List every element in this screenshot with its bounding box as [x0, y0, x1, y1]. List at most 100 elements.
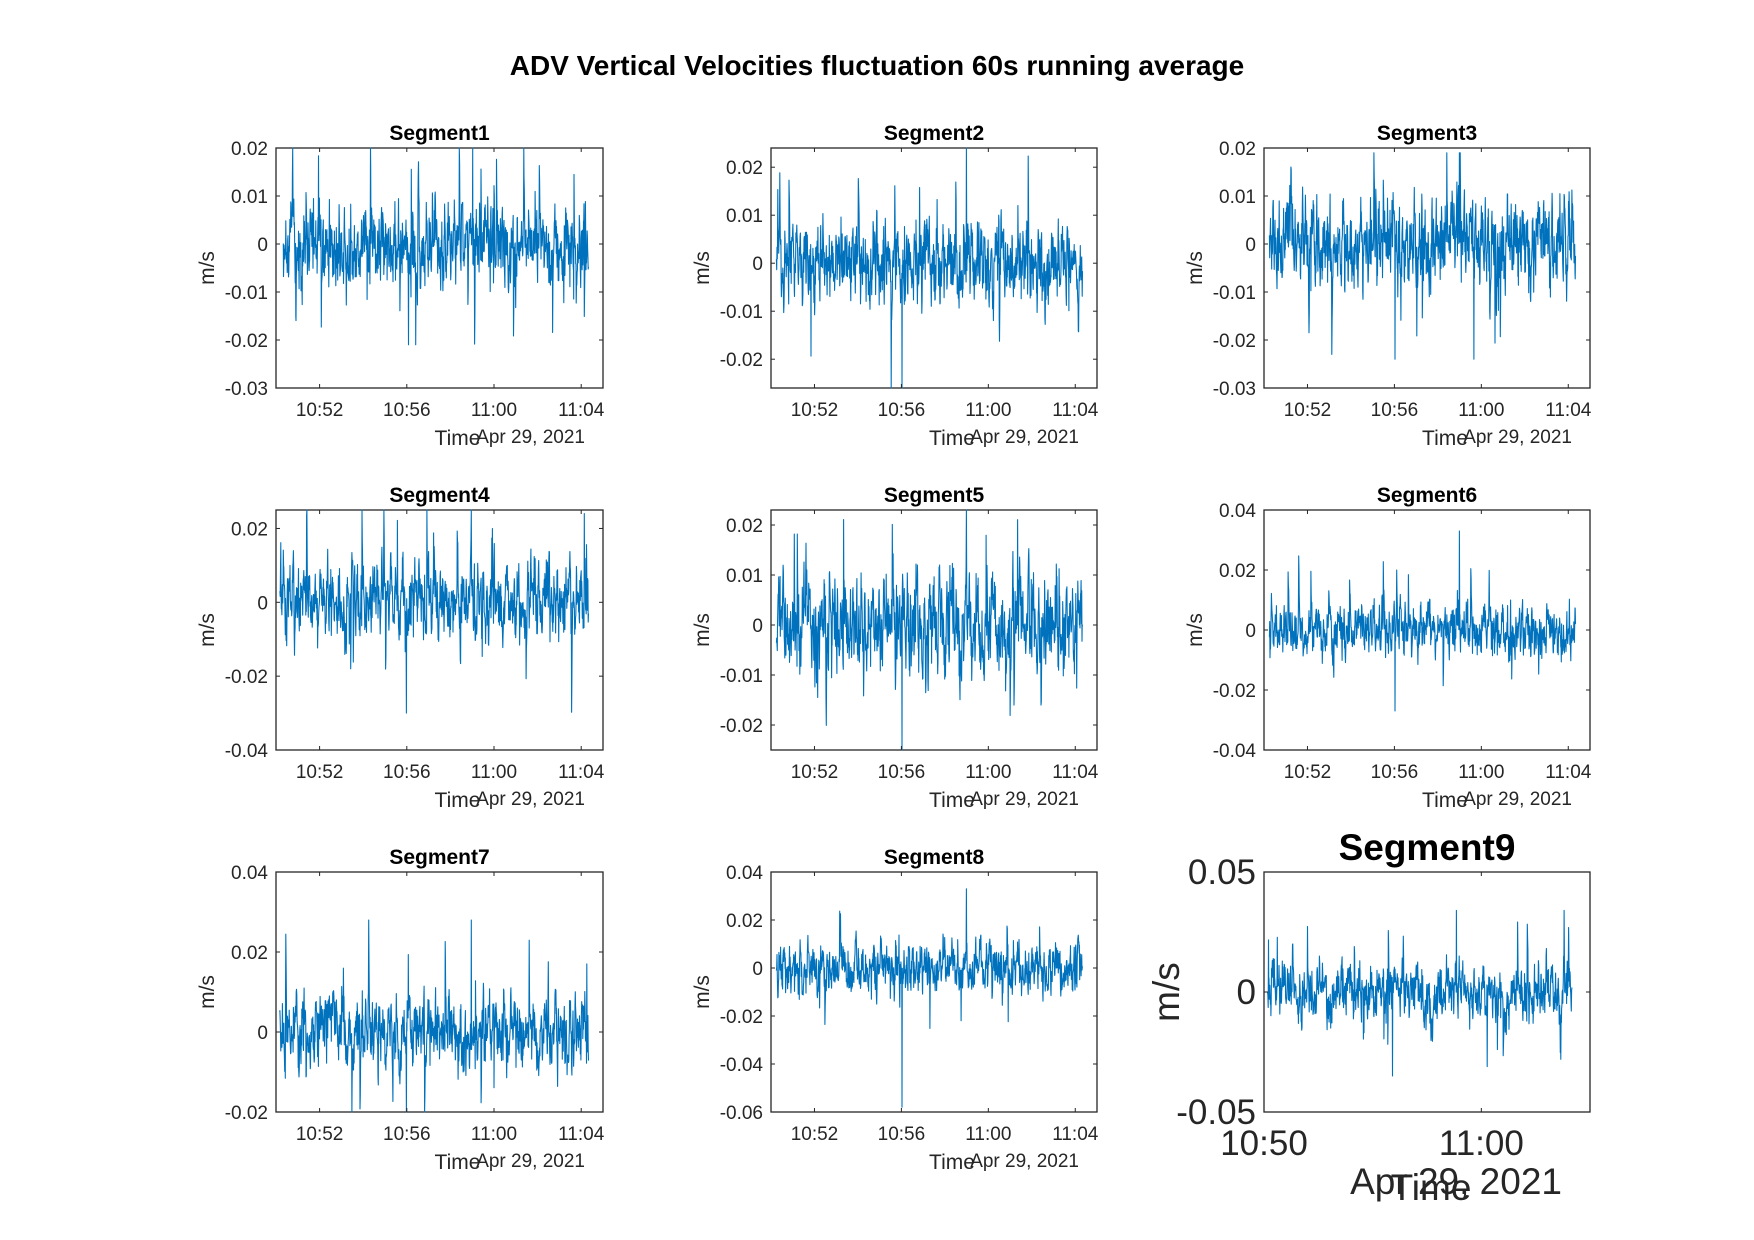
y-tick-label: -0.04: [225, 741, 269, 762]
x-date-label: Apr 29, 2021: [970, 427, 1079, 448]
y-tick-label: -0.05: [1176, 1093, 1256, 1132]
x-date-label: Apr 29, 2021: [476, 789, 585, 810]
x-tick-label: 10:52: [791, 762, 839, 783]
x-tick-label: 10:56: [878, 762, 926, 783]
plot-area: [275, 509, 604, 751]
subplot-title: Segment9: [1339, 827, 1516, 868]
x-tick-label: 10:56: [878, 400, 926, 421]
x-tick-label: 11:04: [1052, 400, 1099, 421]
x-tick-label: 10:56: [1371, 400, 1419, 421]
x-tick-label: 11:00: [1439, 1124, 1524, 1163]
x-tick-label: 11:04: [558, 400, 605, 421]
x-date-label: Apr 29, 2021: [970, 1151, 1079, 1172]
y-tick-label: 0.05: [1188, 853, 1256, 892]
y-tick-label: 0: [752, 616, 763, 637]
subplot-5: -0.02 -0.01 0 0.01 0.02 10:52 10:56 11:00 11:04 S…: [691, 484, 1099, 812]
x-tick-label: 10:56: [1371, 762, 1419, 783]
x-tick-label: 11:04: [1052, 762, 1099, 783]
x-axis-label: Time: [435, 1151, 481, 1174]
subplot-title: Segment4: [389, 484, 490, 507]
y-tick-label: -0.02: [720, 716, 763, 737]
y-tick-label: -0.06: [720, 1103, 763, 1124]
series-line: [1267, 909, 1573, 1077]
x-tick-label: 10:50: [1220, 1124, 1308, 1163]
y-tick-label: 0: [257, 593, 268, 614]
y-axis-label: m/s: [1184, 613, 1207, 647]
x-date-label: Apr 29, 2021: [1463, 789, 1572, 810]
x-tick-label: 10:56: [383, 1124, 431, 1145]
y-tick-label: 0.02: [726, 911, 763, 932]
y-tick-label: -0.02: [225, 1103, 268, 1124]
subplot-title: Segment3: [1377, 122, 1477, 145]
x-tick-label: 10:52: [296, 762, 344, 783]
x-tick-label: 10:52: [296, 1124, 344, 1145]
subplot-title: Segment6: [1377, 484, 1477, 507]
y-tick-label: 0.01: [726, 566, 763, 587]
x-tick-label: 11:00: [965, 1124, 1011, 1145]
y-tick-label: -0.03: [1213, 379, 1256, 400]
y-axis-label: m/s: [691, 613, 714, 647]
y-tick-label: 0.02: [726, 158, 763, 179]
subplot-9: -0.05 0 0.05 10:50 11:00 Segment9 m/s Apr 29, 2…: [1146, 827, 1591, 1208]
series-line: [279, 919, 590, 1113]
subplot-4: -0.04 -0.02 0 0.02 10:52 10:56 11:00 11:04 Segme…: [196, 484, 605, 812]
y-tick-label: -0.01: [225, 283, 268, 304]
x-date-label: Apr 29, 2021: [970, 789, 1079, 810]
y-tick-label: -0.01: [720, 302, 763, 323]
x-axis-label: Time: [435, 789, 481, 812]
y-tick-label: 0: [257, 235, 268, 256]
x-tick-label: 11:04: [1545, 400, 1592, 421]
x-tick-label: 11:04: [558, 762, 605, 783]
y-tick-label: -0.02: [720, 1007, 763, 1028]
x-tick-label: 10:52: [1284, 762, 1332, 783]
x-tick-label: 10:52: [791, 1124, 839, 1145]
x-date-label: Apr 29, 2021: [1350, 1161, 1562, 1202]
subplot-title: Segment1: [389, 122, 490, 145]
y-tick-label: 0.02: [231, 519, 268, 540]
y-tick-label: 0: [1245, 621, 1256, 642]
x-tick-label: 10:52: [296, 400, 344, 421]
y-tick-label: 0.02: [1219, 561, 1256, 582]
x-axis-label: Time: [929, 427, 975, 450]
subplot-8: -0.06 -0.04 -0.02 0 0.02 0.04 10:52 10:56 11:00 1…: [691, 846, 1099, 1174]
x-date-label: Apr 29, 2021: [476, 427, 585, 448]
x-tick-label: 11:00: [1458, 400, 1504, 421]
y-tick-label: 0: [1237, 973, 1256, 1012]
subplot-6: -0.04 -0.02 0 0.02 0.04 10:52 10:56 11:00 11:04 S…: [1184, 484, 1592, 812]
y-axis-label: m/s: [691, 251, 714, 285]
x-tick-label: 11:04: [558, 1124, 605, 1145]
series-line: [1268, 152, 1577, 360]
y-tick-label: 0.01: [231, 187, 268, 208]
y-tick-label: -0.02: [1213, 331, 1256, 352]
y-tick-label: -0.03: [225, 379, 268, 400]
series-line: [775, 888, 1084, 1108]
x-tick-label: 11:00: [471, 400, 517, 421]
y-tick-label: -0.02: [225, 667, 268, 688]
x-tick-label: 11:00: [965, 762, 1011, 783]
subplot-grid: -0.03 -0.02 -0.01 0 0.01 0.02 10:52 10:56 11:00 1…: [196, 122, 1592, 1208]
x-date-label: Apr 29, 2021: [476, 1151, 585, 1172]
y-axis-label: m/s: [1184, 251, 1207, 285]
x-axis-label: Time: [435, 427, 481, 450]
y-tick-label: -0.04: [1213, 741, 1257, 762]
x-tick-label: 11:00: [471, 762, 517, 783]
subplot-7: -0.02 0 0.02 0.04 10:52 10:56 11:00 11:04 Segmen…: [196, 846, 605, 1174]
figure-suptitle: ADV Vertical Velocities fluctuation 60s …: [510, 50, 1244, 81]
plot-area: [275, 871, 604, 1113]
x-tick-label: 10:52: [791, 400, 839, 421]
y-axis-label: m/s: [196, 975, 219, 1009]
series-line: [282, 147, 590, 346]
subplot-2: -0.02 -0.01 0 0.01 0.02 10:52 10:56 11:00 11:04 S…: [691, 122, 1099, 450]
y-tick-label: 0.04: [1219, 501, 1256, 522]
x-tick-label: 11:04: [1052, 1124, 1099, 1145]
x-tick-label: 11:00: [471, 1124, 517, 1145]
y-tick-label: 0.01: [1219, 187, 1256, 208]
x-tick-label: 10:56: [383, 400, 431, 421]
x-tick-label: 10:52: [1284, 400, 1332, 421]
x-tick-label: 11:04: [1545, 762, 1592, 783]
subplot-title: Segment8: [884, 846, 985, 869]
x-tick-label: 10:56: [878, 1124, 926, 1145]
y-tick-label: -0.02: [720, 350, 763, 371]
